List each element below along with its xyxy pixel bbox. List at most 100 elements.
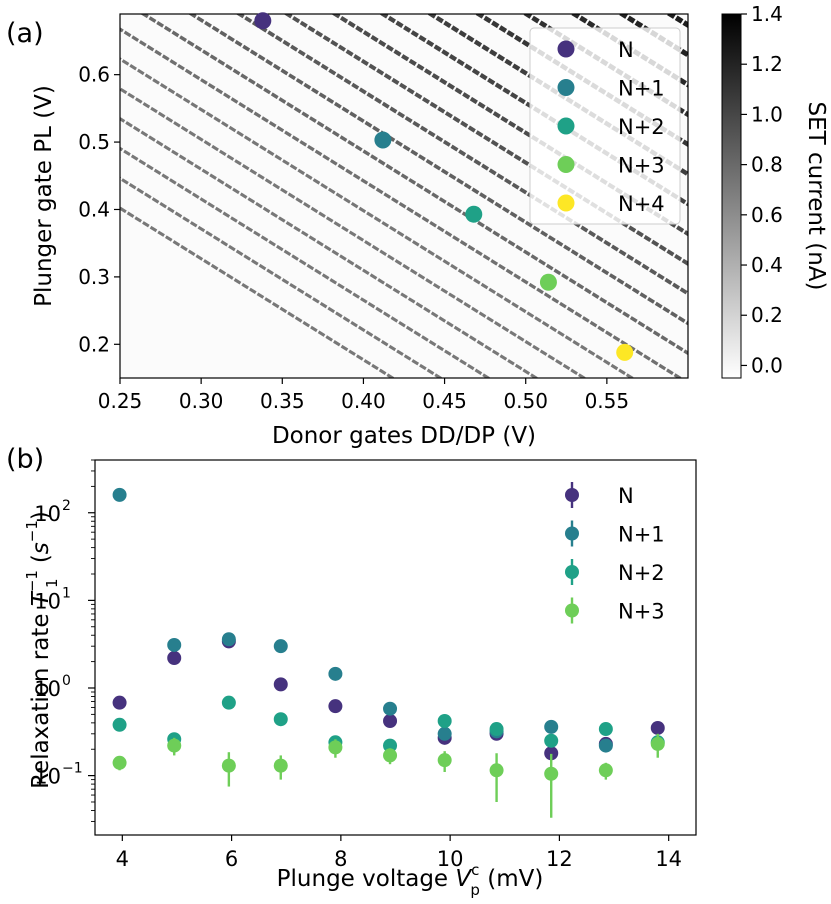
scatter-y-tick-exponent: 2 — [62, 498, 71, 514]
colorbar-tick-label: 1.4 — [751, 2, 783, 26]
heatmap-legend: N N+1 N+2 N+3 N+4 — [529, 27, 681, 225]
scatter-point-nplus1 — [273, 639, 288, 654]
scatter-point-nplus1 — [167, 637, 182, 652]
heatmap-y-tick-label: 0.3 — [78, 265, 110, 289]
heatmap-x-axis: 0.25 0.30 0.35 0.40 0.45 0.50 0.55 Donor gates… — [98, 378, 629, 449]
scatter-x-tick-label: 8 — [334, 847, 347, 871]
colorbar: 0.0 0.2 0.4 0.6 0.8 1.0 1.2 1.4 SET current (nA… — [721, 2, 829, 379]
scatter-frame — [94, 459, 697, 836]
scatter-x-tick-label: 10 — [437, 847, 464, 871]
scatter-point-nplus3 — [112, 755, 127, 770]
panel-a-label: (a) — [6, 18, 44, 49]
colorbar-tick-label: 0.4 — [751, 253, 783, 277]
heatmap-markers — [254, 12, 634, 361]
scatter-y-axis-label: Relaxation rate T−1 1 (s−1) — [23, 511, 61, 789]
scatter-point-nplus1 — [598, 738, 613, 753]
colorbar-tick-label: 0.6 — [751, 203, 783, 227]
scatter-point-nplus1 — [328, 666, 343, 681]
heatmap-marker-nplus3 — [539, 273, 557, 291]
scatter-y-tick-exponent: 0 — [62, 673, 71, 689]
scatter-point-nplus3 — [489, 763, 504, 778]
scatter-y-tick-label: 10 — [34, 765, 61, 789]
heatmap-stripe — [120, 176, 444, 378]
heatmap-legend-label: N+1 — [618, 77, 665, 101]
heatmap-y-tick-label: 0.5 — [78, 130, 110, 154]
scatter-y-tick-label: 10 — [34, 677, 61, 701]
colorbar-label: SET current (nA) — [803, 101, 829, 290]
heatmap-marker-nplus4 — [616, 343, 634, 361]
scatter-x-tick-label: 14 — [655, 847, 682, 871]
scatter-point-n — [167, 650, 182, 665]
scatter-legend-label: N+1 — [618, 523, 665, 547]
scatter-point-nplus3 — [544, 766, 559, 781]
scatter-legend-marker — [565, 488, 579, 502]
scatter-point-nplus2 — [437, 714, 452, 729]
heatmap-y-axis-label: Plunger gate PL (V) — [31, 85, 57, 307]
scatter-y-tick-label: 10 — [34, 589, 61, 613]
scatter-point-nplus1 — [221, 632, 236, 647]
heatmap-frame — [119, 13, 689, 379]
heatmap-legend-marker — [557, 79, 575, 96]
scatter-legend: N N+1 N+2 N+3 — [565, 482, 665, 624]
heatmap-legend-marker — [557, 117, 575, 135]
colorbar-tick-label: 0.2 — [751, 303, 783, 327]
scatter-point-nplus2 — [273, 712, 288, 727]
scatter-x-axis: 4 6 8 10 12 14 Plunge voltage Vc p (mV) — [116, 835, 682, 899]
scatter-points — [112, 487, 665, 818]
heatmap-legend-label: N — [618, 38, 634, 62]
heatmap-legend-marker — [557, 156, 575, 173]
scatter-point-nplus3 — [167, 738, 182, 753]
scatter-x-tick-label: 12 — [546, 847, 573, 871]
heatmap-y-tick-label: 0.2 — [78, 332, 110, 356]
heatmap-x-axis-label: Donor gates DD/DP (V) — [272, 423, 536, 449]
scatter-x-tick-label: 4 — [116, 847, 129, 871]
scatter-point-nplus3 — [437, 753, 452, 768]
heatmap-x-tick-label: 0.50 — [503, 389, 548, 413]
scatter-point-nplus3 — [383, 748, 398, 763]
heatmap-y-axis: 0.2 0.3 0.4 0.5 0.6 Plunger gate PL (V) — [31, 63, 120, 356]
panel-a: (a) 0.25 0.30 0.35 0.40 0.45 0.50 0.55 Donor g… — [6, 2, 829, 449]
scatter-point-n — [544, 746, 559, 761]
scatter-y-tick-label: 10 — [34, 502, 61, 526]
heatmap-x-tick-label: 0.35 — [260, 389, 305, 413]
scatter-point-nplus1 — [544, 719, 559, 734]
scatter-legend-label: N — [618, 484, 634, 508]
colorbar-tick-label: 0.0 — [751, 353, 783, 377]
heatmap-marker-n — [254, 12, 272, 30]
scatter-point-nplus2 — [598, 722, 613, 737]
heatmap-stripe — [120, 27, 684, 378]
heatmap-marker-nplus1 — [374, 131, 392, 149]
scatter-legend-marker — [565, 565, 579, 579]
scatter-point-nplus1 — [383, 701, 398, 716]
scatter-point-n — [112, 695, 127, 710]
heatmap-x-tick-label: 0.45 — [422, 389, 467, 413]
heatmap-legend-label: N+4 — [618, 192, 665, 216]
scatter-point-nplus3 — [650, 736, 665, 751]
panel-b: (b) 4 6 8 10 12 14 Plunge voltage Vc p (mV) 10… — [6, 444, 697, 899]
scatter-legend-marker — [565, 603, 579, 618]
scatter-point-nplus3 — [221, 758, 236, 773]
colorbar-tick-label: 0.8 — [751, 153, 783, 177]
panel-b-label: (b) — [6, 444, 44, 475]
scatter-point-nplus3 — [328, 740, 343, 755]
scatter-legend-label: N+3 — [618, 600, 665, 624]
scatter-x-tick-label: 6 — [225, 847, 238, 871]
scatter-legend-marker — [565, 526, 579, 541]
heatmap-stripe — [120, 146, 492, 378]
heatmap-stripe — [187, 14, 688, 326]
scatter-point-n — [650, 720, 665, 735]
scatter-point-nplus1 — [437, 726, 452, 741]
scatter-point-nplus2 — [544, 733, 559, 748]
heatmap-plot-area — [119, 13, 689, 379]
heatmap-stripe — [617, 14, 688, 58]
heatmap-legend-marker — [557, 194, 575, 212]
scatter-point-n — [328, 699, 343, 714]
heatmap-y-tick-label: 0.6 — [78, 63, 110, 87]
heatmap-stripe — [120, 116, 540, 378]
heatmap-marker-nplus2 — [465, 205, 483, 223]
heatmap-legend-box — [529, 27, 681, 225]
scatter-x-axis-label: Plunge voltage Vc p (mV) — [277, 861, 544, 899]
scatter-point-n — [273, 677, 288, 692]
